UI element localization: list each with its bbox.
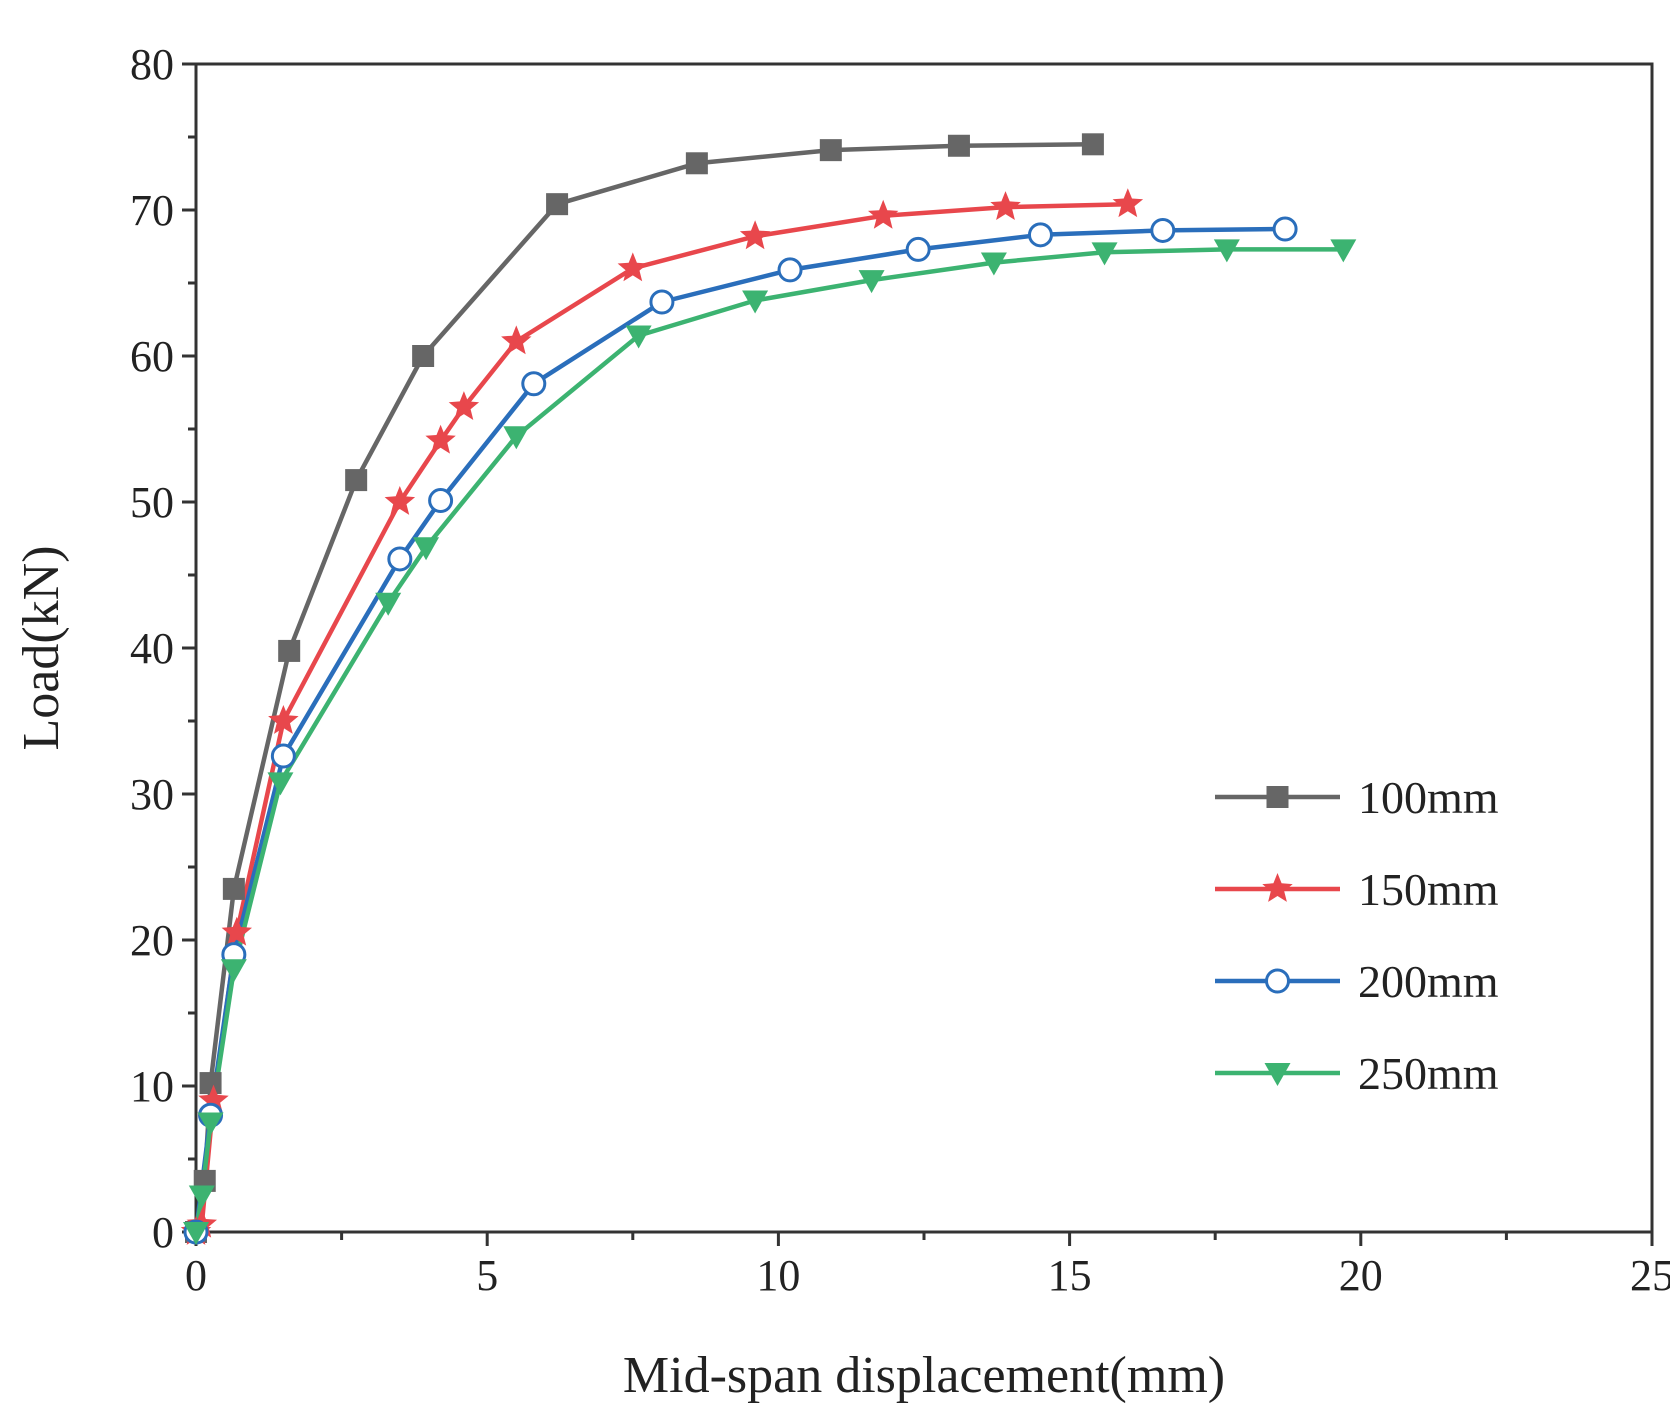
data-point-150mm	[501, 325, 532, 355]
data-point-250mm	[503, 426, 530, 450]
data-point-100mm	[819, 139, 842, 162]
legend-item-150mm: 150mm	[1215, 864, 1499, 915]
series-lines	[193, 142, 1344, 1234]
x-tick-label: 0	[185, 1251, 207, 1300]
data-point-150mm	[739, 220, 771, 250]
legend-item-100mm: 100mm	[1215, 772, 1499, 823]
data-point-250mm	[1330, 239, 1357, 263]
data-point-250mm	[1213, 239, 1240, 263]
y-tick-label: 40	[130, 624, 174, 673]
legend-marker	[1264, 1063, 1291, 1086]
data-point-150mm	[1112, 188, 1144, 218]
data-point-200mm	[1150, 217, 1176, 243]
data-point-250mm	[220, 959, 247, 983]
data-point-150mm	[448, 391, 480, 420]
data-point-100mm	[412, 345, 435, 367]
data-point-100mm	[222, 877, 245, 900]
legend-item-200mm: 200mm	[1215, 956, 1499, 1007]
series-line-200mm	[193, 226, 1286, 1233]
legend-marker	[1265, 968, 1290, 994]
series-line-150mm	[194, 201, 1128, 1234]
data-point-200mm	[428, 488, 454, 514]
series-markers	[180, 133, 1357, 1245]
data-point-100mm	[947, 134, 970, 157]
legend-label: 100mm	[1358, 772, 1499, 823]
data-point-150mm	[425, 424, 456, 454]
data-point-200mm	[1272, 216, 1298, 242]
data-point-150mm	[868, 199, 899, 229]
data-point-250mm	[858, 270, 885, 294]
series-points-250mm	[183, 239, 1357, 1245]
legend-label: 150mm	[1358, 864, 1499, 915]
data-point-100mm	[1081, 133, 1104, 156]
axis-tick-labels: 0 5 10 15 20 25 0 10 20 30 40 50 60 70 80	[130, 40, 1670, 1300]
y-axis-title: Load(kN)	[13, 545, 70, 750]
data-point-150mm	[198, 1084, 229, 1114]
data-point-100mm	[685, 152, 708, 175]
series-line-100mm	[193, 142, 1093, 1233]
y-tick-label: 0	[152, 1208, 174, 1257]
data-point-200mm	[521, 371, 547, 397]
legend-label: 250mm	[1358, 1048, 1499, 1099]
legend-marker	[1262, 873, 1293, 902]
data-point-150mm	[617, 252, 648, 282]
x-tick-label: 15	[1048, 1251, 1092, 1300]
x-axis-title: Mid-span displacement(mm)	[623, 1347, 1225, 1404]
data-point-100mm	[199, 1072, 222, 1095]
data-point-250mm	[375, 592, 402, 616]
data-point-150mm	[990, 191, 1021, 220]
data-point-250mm	[980, 252, 1007, 276]
x-tick-label: 10	[756, 1251, 800, 1300]
data-point-100mm	[278, 639, 301, 662]
series-points-150mm	[180, 188, 1144, 1245]
data-point-150mm	[268, 705, 299, 734]
data-point-150mm	[384, 486, 416, 515]
y-tick-label: 60	[130, 332, 174, 381]
data-point-250mm	[625, 325, 652, 349]
data-point-150mm	[221, 916, 252, 946]
data-point-200mm	[777, 257, 803, 283]
x-tick-label: 5	[476, 1251, 498, 1300]
data-point-200mm	[387, 546, 413, 572]
data-point-200mm	[649, 289, 675, 315]
y-tick-label: 70	[130, 186, 174, 235]
x-tick-label: 20	[1339, 1251, 1383, 1300]
legend-label: 200mm	[1358, 956, 1499, 1007]
data-point-250mm	[742, 290, 769, 314]
legend: 100mm 150mm 200mm 250mm	[1215, 772, 1499, 1099]
data-point-250mm	[188, 1185, 215, 1209]
y-tick-label: 20	[130, 916, 174, 965]
series-points-200mm	[183, 216, 1298, 1245]
data-point-200mm	[270, 743, 296, 769]
series-line-250mm	[193, 247, 1344, 1233]
data-point-250mm	[197, 1112, 224, 1136]
data-point-200mm	[905, 236, 931, 262]
y-tick-label: 50	[130, 478, 174, 527]
legend-marker	[1266, 786, 1289, 808]
data-point-250mm	[267, 772, 294, 796]
data-point-250mm	[1091, 242, 1118, 266]
data-point-100mm	[345, 469, 368, 492]
y-tick-label: 30	[130, 770, 174, 819]
data-point-100mm	[546, 193, 569, 216]
x-tick-label: 25	[1630, 1251, 1670, 1300]
data-point-200mm	[1027, 222, 1053, 248]
y-tick-label: 80	[130, 40, 174, 89]
y-tick-label: 10	[130, 1062, 174, 1111]
legend-item-250mm: 250mm	[1215, 1048, 1499, 1099]
data-point-250mm	[183, 1222, 209, 1245]
data-point-250mm	[413, 537, 440, 561]
